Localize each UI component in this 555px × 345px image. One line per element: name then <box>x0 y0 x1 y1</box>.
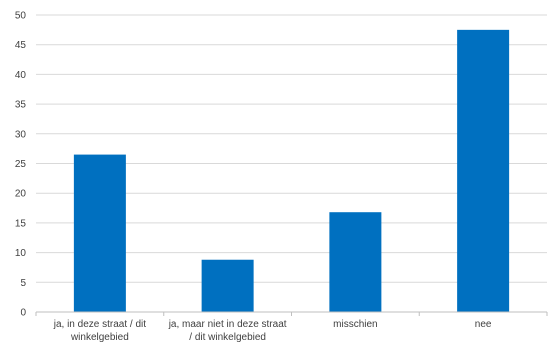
y-tick-label: 10 <box>15 248 27 259</box>
y-tick-label: 50 <box>15 11 27 22</box>
y-tick-label: 45 <box>15 40 27 51</box>
bar <box>73 154 126 312</box>
x-category-label-line: misschien <box>333 319 377 330</box>
x-category-label: ja, maar niet in deze straat / dit winkel… <box>168 319 287 343</box>
y-tick-label: 0 <box>20 308 26 319</box>
x-category-label-line: ja, maar niet in deze straat <box>168 319 287 330</box>
y-tick-label: 15 <box>15 218 27 229</box>
x-category-label: nee <box>475 319 492 330</box>
x-axis <box>35 311 548 316</box>
bar <box>457 29 510 312</box>
y-tick-label: 35 <box>15 100 27 111</box>
x-category-label-line: winkelgebied <box>70 332 129 343</box>
bar <box>329 212 382 312</box>
x-category-label-line: nee <box>475 319 492 330</box>
y-axis-tick-labels: 0 5 10 15 20 25 30 35 40 45 50 <box>15 11 27 319</box>
y-tick-label: 25 <box>15 159 27 170</box>
x-category-label-line: ja, in deze straat / dit <box>53 319 146 330</box>
x-category-label-line: / dit winkelgebied <box>189 332 266 343</box>
y-tick-label: 30 <box>15 129 27 140</box>
x-category-label: ja, in deze straat / dit winkelgebied <box>53 319 146 343</box>
x-category-label: misschien <box>333 319 377 330</box>
x-axis-category-labels: ja, in deze straat / dit winkelgebiedja, … <box>53 319 492 343</box>
y-tick-label: 40 <box>15 70 27 81</box>
bars <box>73 29 510 312</box>
bar <box>201 259 254 312</box>
y-tick-label: 20 <box>15 189 27 200</box>
y-tick-label: 5 <box>20 278 26 289</box>
